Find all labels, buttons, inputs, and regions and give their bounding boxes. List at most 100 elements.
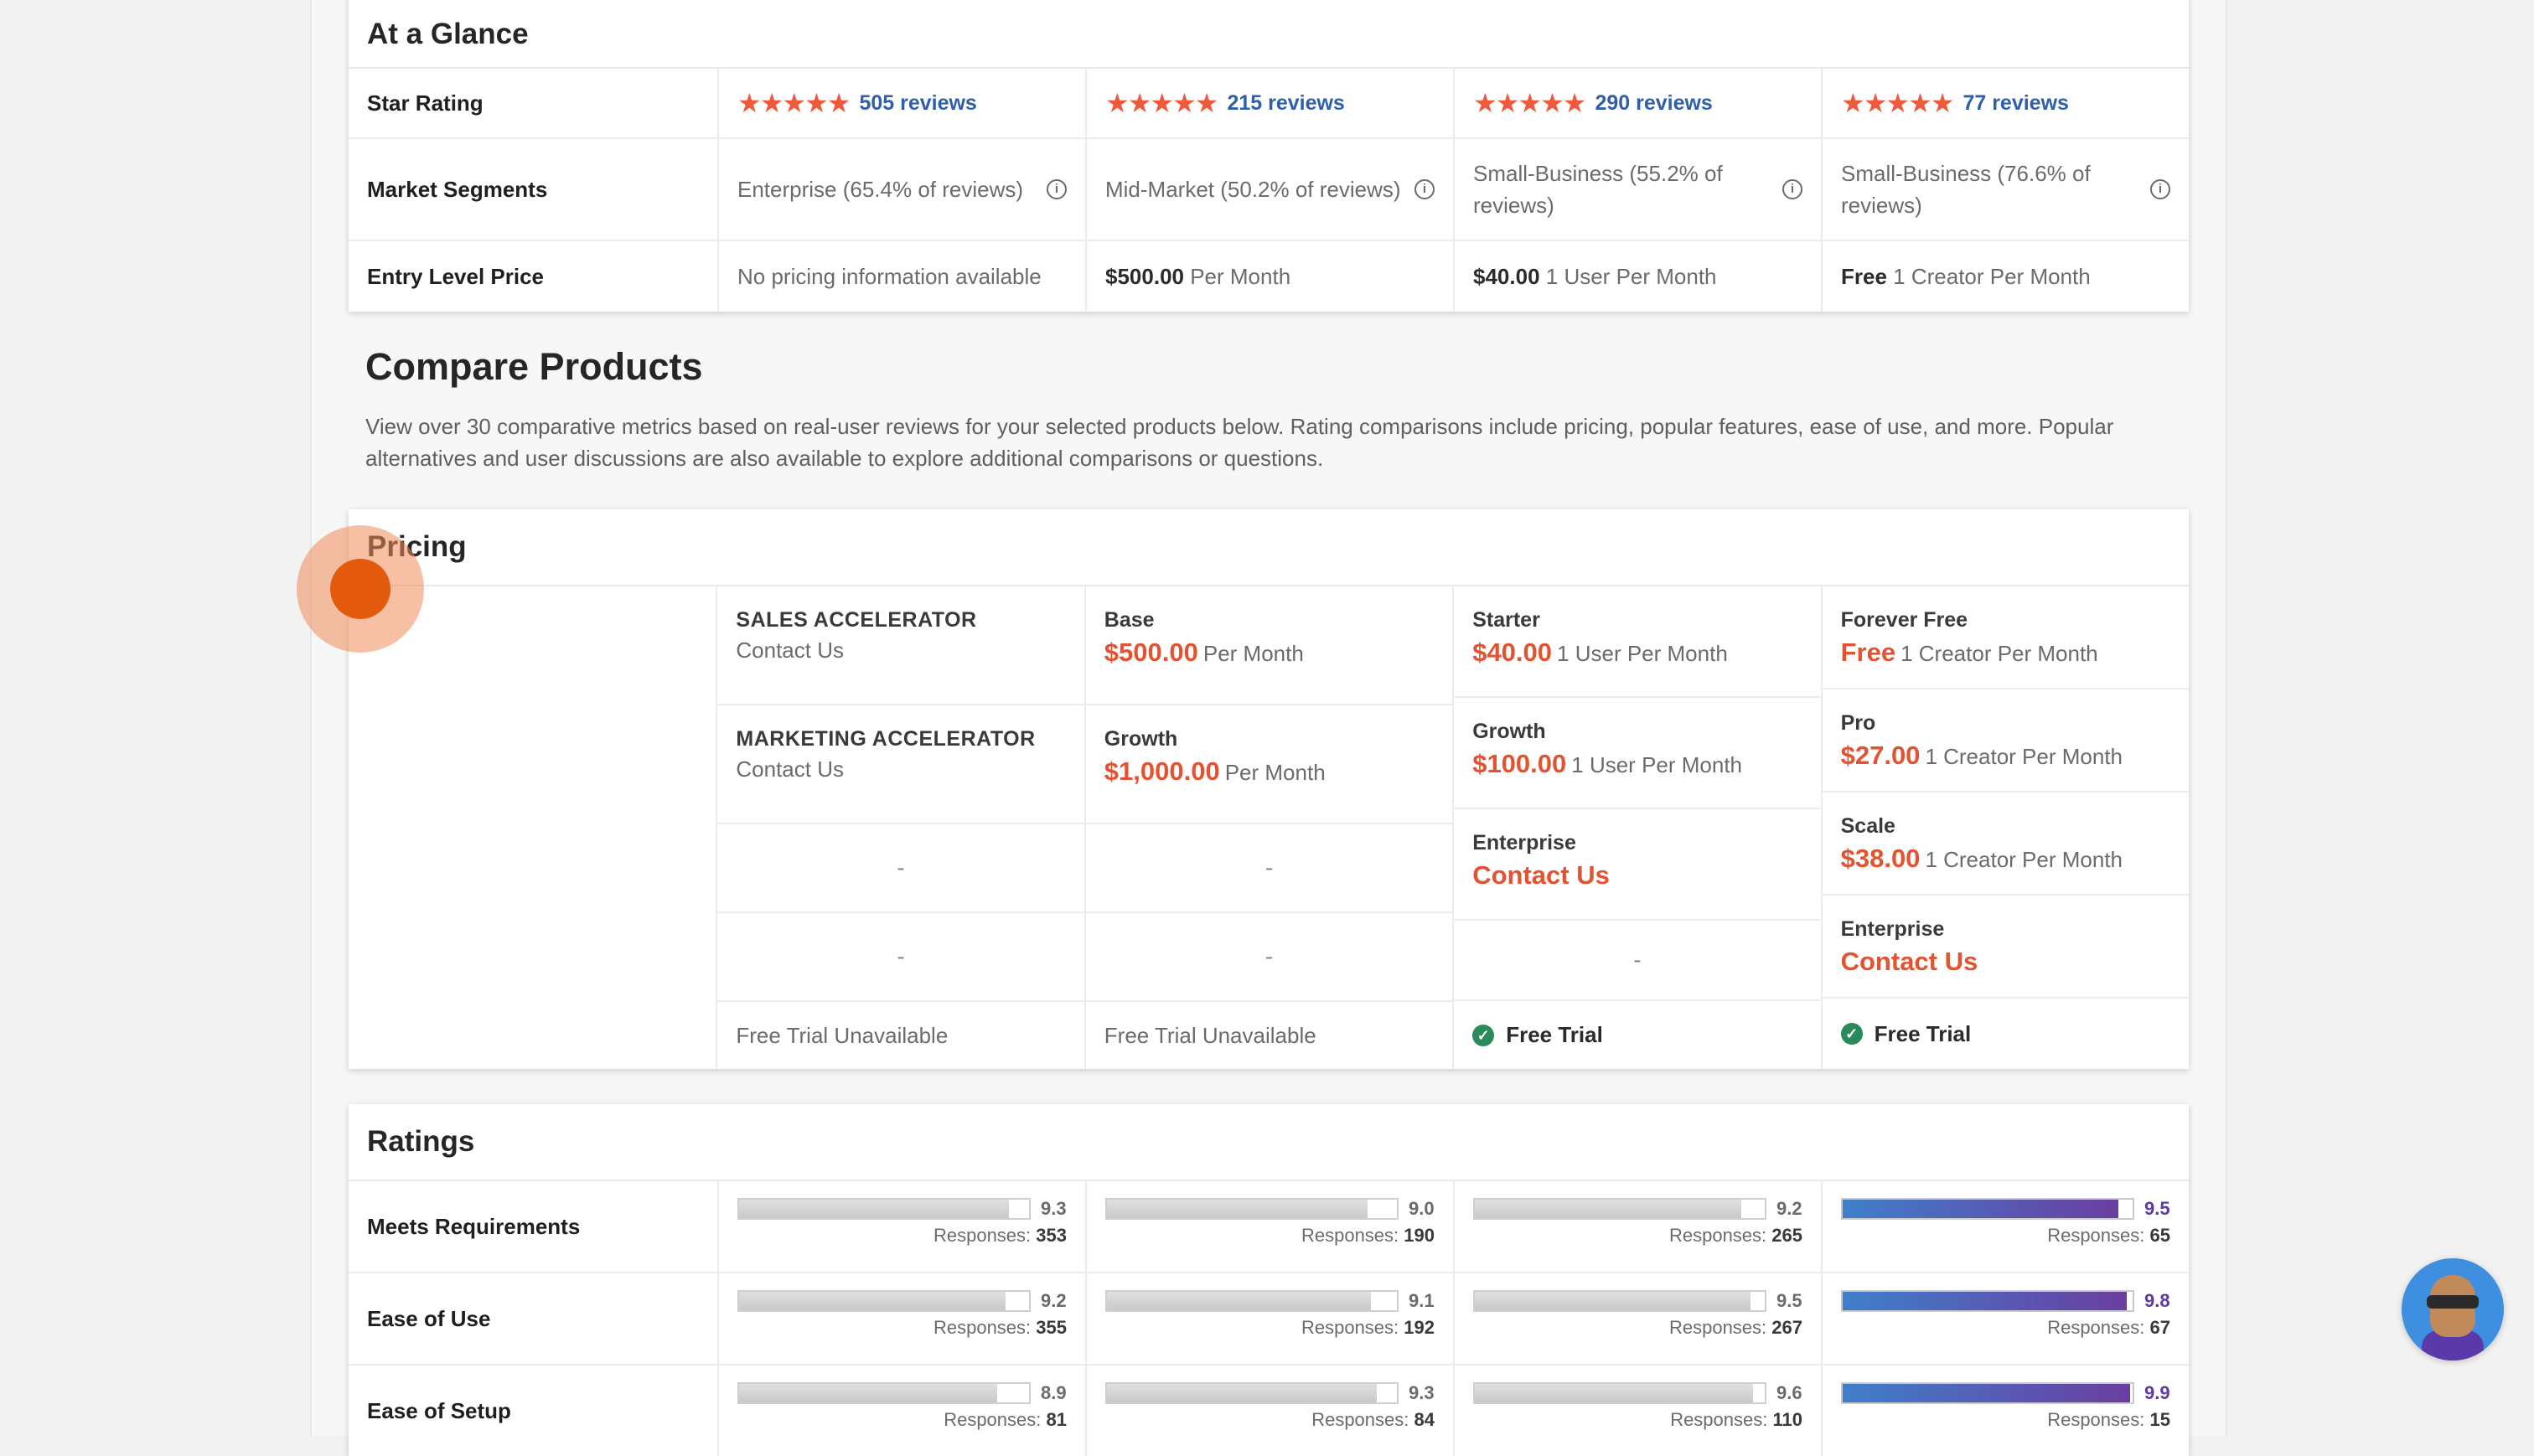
contact-us-link[interactable]: Contact Us [1840,947,1978,976]
plan-amount: $38.00 [1840,844,1921,873]
market-segments-row: Market Segments Enterprise (65.4% of rev… [349,139,2189,241]
responses-label: Responses: [933,1225,1032,1246]
rating-bar-line: 9.1 [1105,1290,1435,1312]
plan-price: $500.00 Per Month [1104,638,1434,668]
pricing-column: Base $500.00 Per Month Growth $1,000.00 Pe… [1083,586,1453,1069]
plan-name: Forever Free [1840,608,1968,632]
rating-bar-fill [739,1384,997,1402]
rating-cell: 9.2 Responses: 265 [1453,1181,1821,1272]
reviews-link[interactable]: 505 reviews [859,90,977,115]
reviews-link[interactable]: 290 reviews [1595,90,1713,115]
rating-label: Ease of Setup [367,1397,511,1423]
plan-item: Scale $38.00 1 Creator Per Month [1822,793,2190,896]
contact-us-link[interactable]: Contact Us [1472,860,1610,890]
plan-price: $1,000.00 Per Month [1104,756,1434,787]
rating-bar [1841,1198,2134,1220]
at-a-glance-header: At a Glance [349,0,2189,69]
star-rating-icon: ★★★★★ [1841,88,1954,118]
rating-cell: 9.5 Responses: 65 [1821,1181,2189,1272]
free-trial-label: Free Trial Unavailable [1104,1022,1316,1048]
rating-cell: ★★★★★ 290 reviews [1453,69,1821,137]
info-icon[interactable]: i [1782,179,1802,199]
responses-value: 355 [1036,1317,1067,1338]
pricing-card: Pricing SALES ACCELERATOR Contact Us MAR… [349,509,2190,1069]
rating-score: 8.9 [1041,1382,1067,1403]
star-rating-icon: ★★★★★ [737,88,851,118]
price-cell: $500.00 Per Month [1085,241,1453,312]
plan-price: $40.00 1 User Per Month [1472,638,1802,668]
rating-cell: 9.3 Responses: 84 [1085,1366,1453,1456]
rating-bar-line: 9.5 [1473,1290,1802,1312]
responses-count: Responses: 267 [1473,1317,1802,1339]
plan-amount: $27.00 [1840,741,1921,770]
responses-label: Responses: [1311,1409,1409,1430]
rating-bar-line: 9.3 [1105,1382,1435,1404]
responses-value: 110 [1772,1409,1803,1430]
rating-score: 9.9 [2144,1382,2170,1403]
chat-assistant-avatar-button[interactable] [2402,1258,2504,1360]
star-rating-icon: ★★★★★ [1105,88,1218,118]
responses-label: Responses: [1668,1225,1767,1246]
info-icon[interactable]: i [2150,179,2170,199]
plan-unit: 1 Creator Per Month [1925,847,2123,872]
segment-text: Mid-Market (50.2% of reviews) [1105,176,1401,202]
plan-name: Growth [1472,720,1546,743]
responses-count: Responses: 265 [1473,1225,1802,1247]
rating-score: 9.1 [1409,1290,1435,1311]
free-trial-status: Free Trial Unavailable [717,1002,1083,1069]
responses-count: Responses: 192 [1105,1317,1435,1339]
info-icon[interactable]: i [1047,179,1067,199]
plan-name: Enterprise [1840,917,1945,941]
plan-item: Enterprise Contact Us [1822,896,2190,999]
star-rating-icon: ★★★★★ [1473,88,1586,118]
plan-unit: 1 Creator Per Month [1900,641,2098,666]
rating-bar-fill [739,1200,1009,1218]
responses-label: Responses: [1668,1317,1767,1338]
rating-row: Ease of Setup 8.9 Responses: 81 9.3 Response… [349,1366,2189,1456]
rating-cell: 9.1 Responses: 192 [1085,1273,1453,1364]
plan-item: Growth $100.00 1 User Per Month [1454,698,1821,809]
responses-label: Responses: [944,1409,1042,1430]
reviews-link[interactable]: 215 reviews [1227,90,1345,115]
pricing-body: SALES ACCELERATOR Contact Us MARKETING A… [349,586,2190,1069]
info-icon[interactable]: i [1414,179,1435,199]
segment-text: Small-Business (55.2% of reviews) [1473,161,1723,218]
rating-row: Meets Requirements 9.3 Responses: 353 9.0 Re… [349,1181,2189,1273]
plan-item: Starter $40.00 1 User Per Month [1454,586,1821,698]
rating-row: Ease of Use 9.2 Responses: 355 9.1 Responses… [349,1273,2189,1366]
plan-item: Forever Free Free 1 Creator Per Month [1822,586,2190,689]
plan-item: Pro $27.00 1 Creator Per Month [1822,689,2190,793]
plan-unit: 1 User Per Month [1557,641,1728,666]
rating-cell: 9.0 Responses: 190 [1085,1181,1453,1272]
rating-bar-line: 9.9 [1841,1382,2170,1404]
rating-cell: 9.3 Responses: 353 [717,1181,1085,1272]
plan-item: Enterprise Contact Us [1454,809,1821,921]
responses-count: Responses: 110 [1473,1409,1802,1431]
rating-score: 9.0 [1409,1198,1435,1219]
responses-value: 190 [1404,1225,1435,1246]
responses-label: Responses: [933,1317,1032,1338]
price-unit: No pricing information available [737,263,1042,289]
plan-item: MARKETING ACCELERATOR Contact Us [717,705,1084,824]
price-cell: No pricing information available [717,241,1085,312]
rating-score: 9.6 [1776,1382,1802,1403]
plan-amount: $1,000.00 [1104,756,1220,786]
responses-count: Responses: 353 [737,1225,1067,1247]
empty-plan-slot: - [1085,824,1453,913]
segment-text: Small-Business (76.6% of reviews) [1841,161,2091,218]
check-circle-icon: ✓ [1472,1024,1495,1046]
responses-label: Responses: [1670,1409,1768,1430]
rating-score: 9.3 [1041,1198,1067,1219]
responses-label: Responses: [1301,1225,1399,1246]
ratings-card: Ratings Meets Requirements 9.3 Responses: … [349,1104,2189,1456]
pricing-column: SALES ACCELERATOR Contact Us MARKETING A… [716,586,1084,1069]
responses-count: Responses: 84 [1105,1409,1435,1431]
responses-label: Responses: [1301,1317,1399,1338]
plan-name: Growth [1104,727,1178,751]
rating-score: 9.2 [1776,1198,1802,1219]
responses-count: Responses: 15 [1841,1409,2170,1431]
plan-name: Starter [1472,608,1540,632]
reviews-link[interactable]: 77 reviews [1963,90,2069,115]
rating-cell: ★★★★★ 505 reviews [717,69,1085,137]
plan-item: Growth $1,000.00 Per Month [1085,705,1453,824]
